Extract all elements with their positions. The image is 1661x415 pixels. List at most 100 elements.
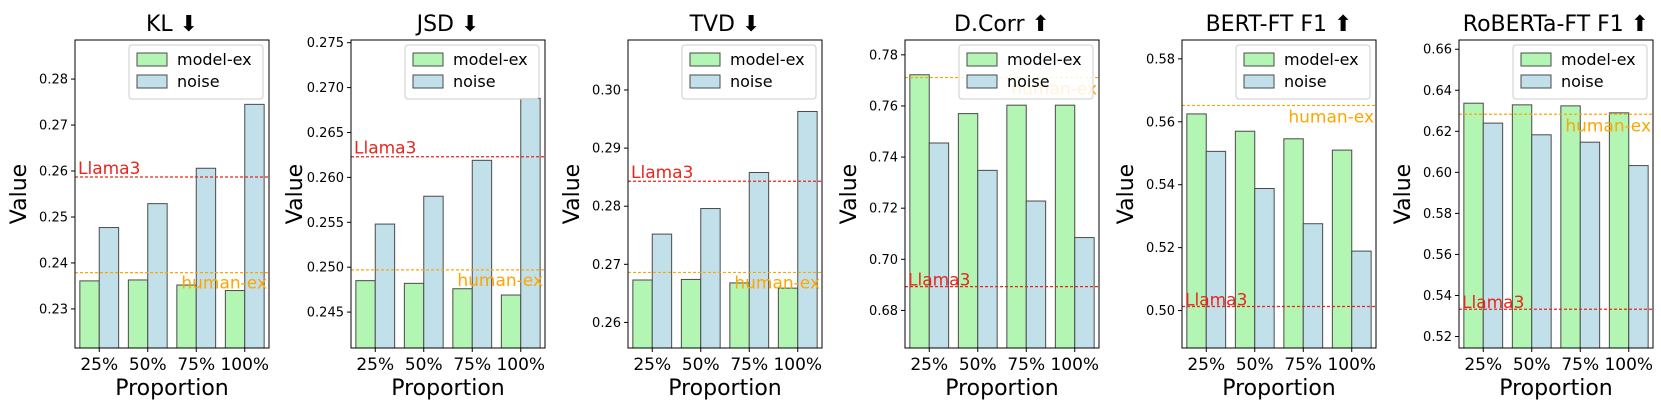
chart-title: TVD ⬇ — [689, 12, 761, 37]
plot-frame — [904, 39, 1100, 349]
legend-label-noise: noise — [177, 72, 220, 91]
xtick-label: 50% — [959, 355, 997, 375]
bar-model-ex-1 — [127, 279, 149, 349]
bar-model-ex-1 — [1234, 130, 1256, 349]
bar-noise-2 — [1579, 141, 1601, 349]
ytick-label: 0.270 — [307, 81, 344, 96]
chart-title: D.Corr ⬆ — [954, 12, 1050, 37]
xtick-label: 75% — [177, 355, 215, 375]
xtick-label: 100% — [1050, 355, 1099, 375]
x-axis-label: Proportion — [1222, 376, 1336, 401]
bar-model-ex-0 — [632, 279, 653, 349]
xtick-label: 50% — [129, 355, 167, 375]
ytick-label: 0.64 — [1423, 84, 1452, 99]
x-axis-label: Proportion — [1499, 376, 1613, 401]
legend-swatch-model-ex — [689, 52, 721, 67]
x-axis-label: Proportion — [945, 376, 1059, 401]
ytick-label: 0.50 — [1146, 304, 1175, 319]
plot-frame — [627, 39, 823, 349]
xtick-label: 100% — [773, 355, 822, 375]
bar-noise-2 — [195, 167, 217, 349]
bar-noise-0 — [651, 233, 673, 349]
bar-noise-2 — [471, 159, 493, 349]
legend-label-model-ex: model-ex — [177, 50, 252, 69]
bar-noise-3 — [1074, 237, 1095, 349]
ref-label-llama3: Llama3 — [1462, 293, 1524, 313]
xtick-label: 25% — [356, 355, 394, 375]
ytick-label: 0.68 — [869, 304, 898, 319]
bar-model-ex-1 — [403, 282, 425, 349]
legend-swatch-model-ex — [1243, 52, 1275, 67]
xtick-label: 75% — [730, 355, 768, 375]
x-axis-label: Proportion — [391, 376, 505, 401]
ref-label-llama3: Llama3 — [908, 271, 970, 291]
xtick-label: 75% — [1007, 355, 1045, 375]
xtick-label: 75% — [1284, 355, 1322, 375]
legend: model-ex noise — [404, 44, 540, 100]
y-axis-label: Value — [1391, 164, 1416, 224]
ytick-label: 0.250 — [307, 261, 344, 276]
legend-swatch-model-ex — [136, 52, 168, 67]
bar-noise-1 — [1531, 134, 1552, 349]
bar-noise-3 — [520, 97, 541, 349]
ytick-label: 0.28 — [39, 73, 68, 88]
bar-noise-3 — [244, 103, 265, 349]
ytick-label: 0.52 — [1423, 330, 1452, 345]
x-axis-label: Proportion — [115, 376, 229, 401]
ytick-label: 0.78 — [869, 48, 898, 63]
ytick-label: 0.76 — [869, 99, 898, 114]
legend: model-ex noise — [681, 44, 817, 100]
chart-panel-5: Llama3 human-ex 0.52 0.54 0.56 0.58 0.60 0.62 0.… — [1391, 12, 1654, 401]
legend-label-model-ex: model-ex — [1284, 50, 1359, 69]
bar-model-ex-2 — [176, 284, 197, 349]
bar-model-ex-2 — [452, 288, 473, 349]
ytick-label: 0.74 — [869, 151, 898, 166]
legend: model-ex noise — [1235, 44, 1371, 100]
plot-frame — [1458, 39, 1654, 349]
bar-noise-1 — [977, 169, 998, 349]
legend: model-ex noise — [958, 44, 1094, 100]
bar-model-ex-1 — [680, 278, 702, 349]
ytick-label: 0.27 — [39, 119, 68, 134]
legend-label-noise: noise — [453, 72, 496, 91]
ref-label-llama3: Llama3 — [354, 139, 416, 159]
bar-noise-2 — [1302, 223, 1324, 349]
legend-label-noise: noise — [730, 72, 773, 91]
y-axis-label: Value — [7, 164, 32, 224]
ytick-label: 0.26 — [39, 165, 68, 180]
bar-noise-0 — [98, 227, 120, 349]
chart-panel-4: Llama3 human-ex 0.50 0.52 0.54 0.56 0.58 25% 50%… — [1114, 12, 1377, 401]
bar-noise-1 — [423, 195, 444, 349]
bar-noise-1 — [700, 208, 721, 349]
bar-model-ex-3 — [777, 287, 799, 349]
ytick-label: 0.60 — [1423, 166, 1452, 181]
ytick-label: 0.62 — [1423, 125, 1452, 140]
bar-model-ex-2 — [1283, 138, 1304, 349]
ytick-label: 0.29 — [592, 142, 621, 157]
xtick-label: 75% — [453, 355, 491, 375]
ref-label-llama3: Llama3 — [631, 163, 693, 183]
xtick-label: 50% — [1236, 355, 1274, 375]
ytick-label: 0.265 — [307, 126, 344, 141]
xtick-label: 25% — [1187, 355, 1225, 375]
ytick-label: 0.24 — [39, 256, 68, 271]
bar-noise-1 — [1254, 187, 1275, 349]
chart-panel-3: Llama3human-ex0.680.700.720.740.760.7825… — [837, 12, 1100, 401]
bar-noise-0 — [1205, 150, 1227, 349]
ytick-label: 0.27 — [592, 258, 621, 273]
ytick-label: 0.52 — [1146, 241, 1175, 256]
legend-swatch-model-ex — [412, 52, 444, 67]
xtick-label: 75% — [1561, 355, 1599, 375]
xtick-label: 100% — [496, 355, 545, 375]
bar-model-ex-3 — [1608, 112, 1630, 349]
plot-frame — [1181, 39, 1377, 349]
ref-label-llama3: Llama3 — [78, 159, 140, 179]
bar-model-ex-3 — [1331, 149, 1353, 349]
ytick-label: 0.72 — [869, 202, 898, 217]
bar-model-ex-3 — [500, 294, 522, 349]
legend-label-model-ex: model-ex — [1007, 50, 1082, 69]
legend-label-noise: noise — [1284, 72, 1327, 91]
chart-title: KL ⬇ — [146, 12, 198, 37]
ref-label-llama3: Llama3 — [1185, 290, 1247, 310]
